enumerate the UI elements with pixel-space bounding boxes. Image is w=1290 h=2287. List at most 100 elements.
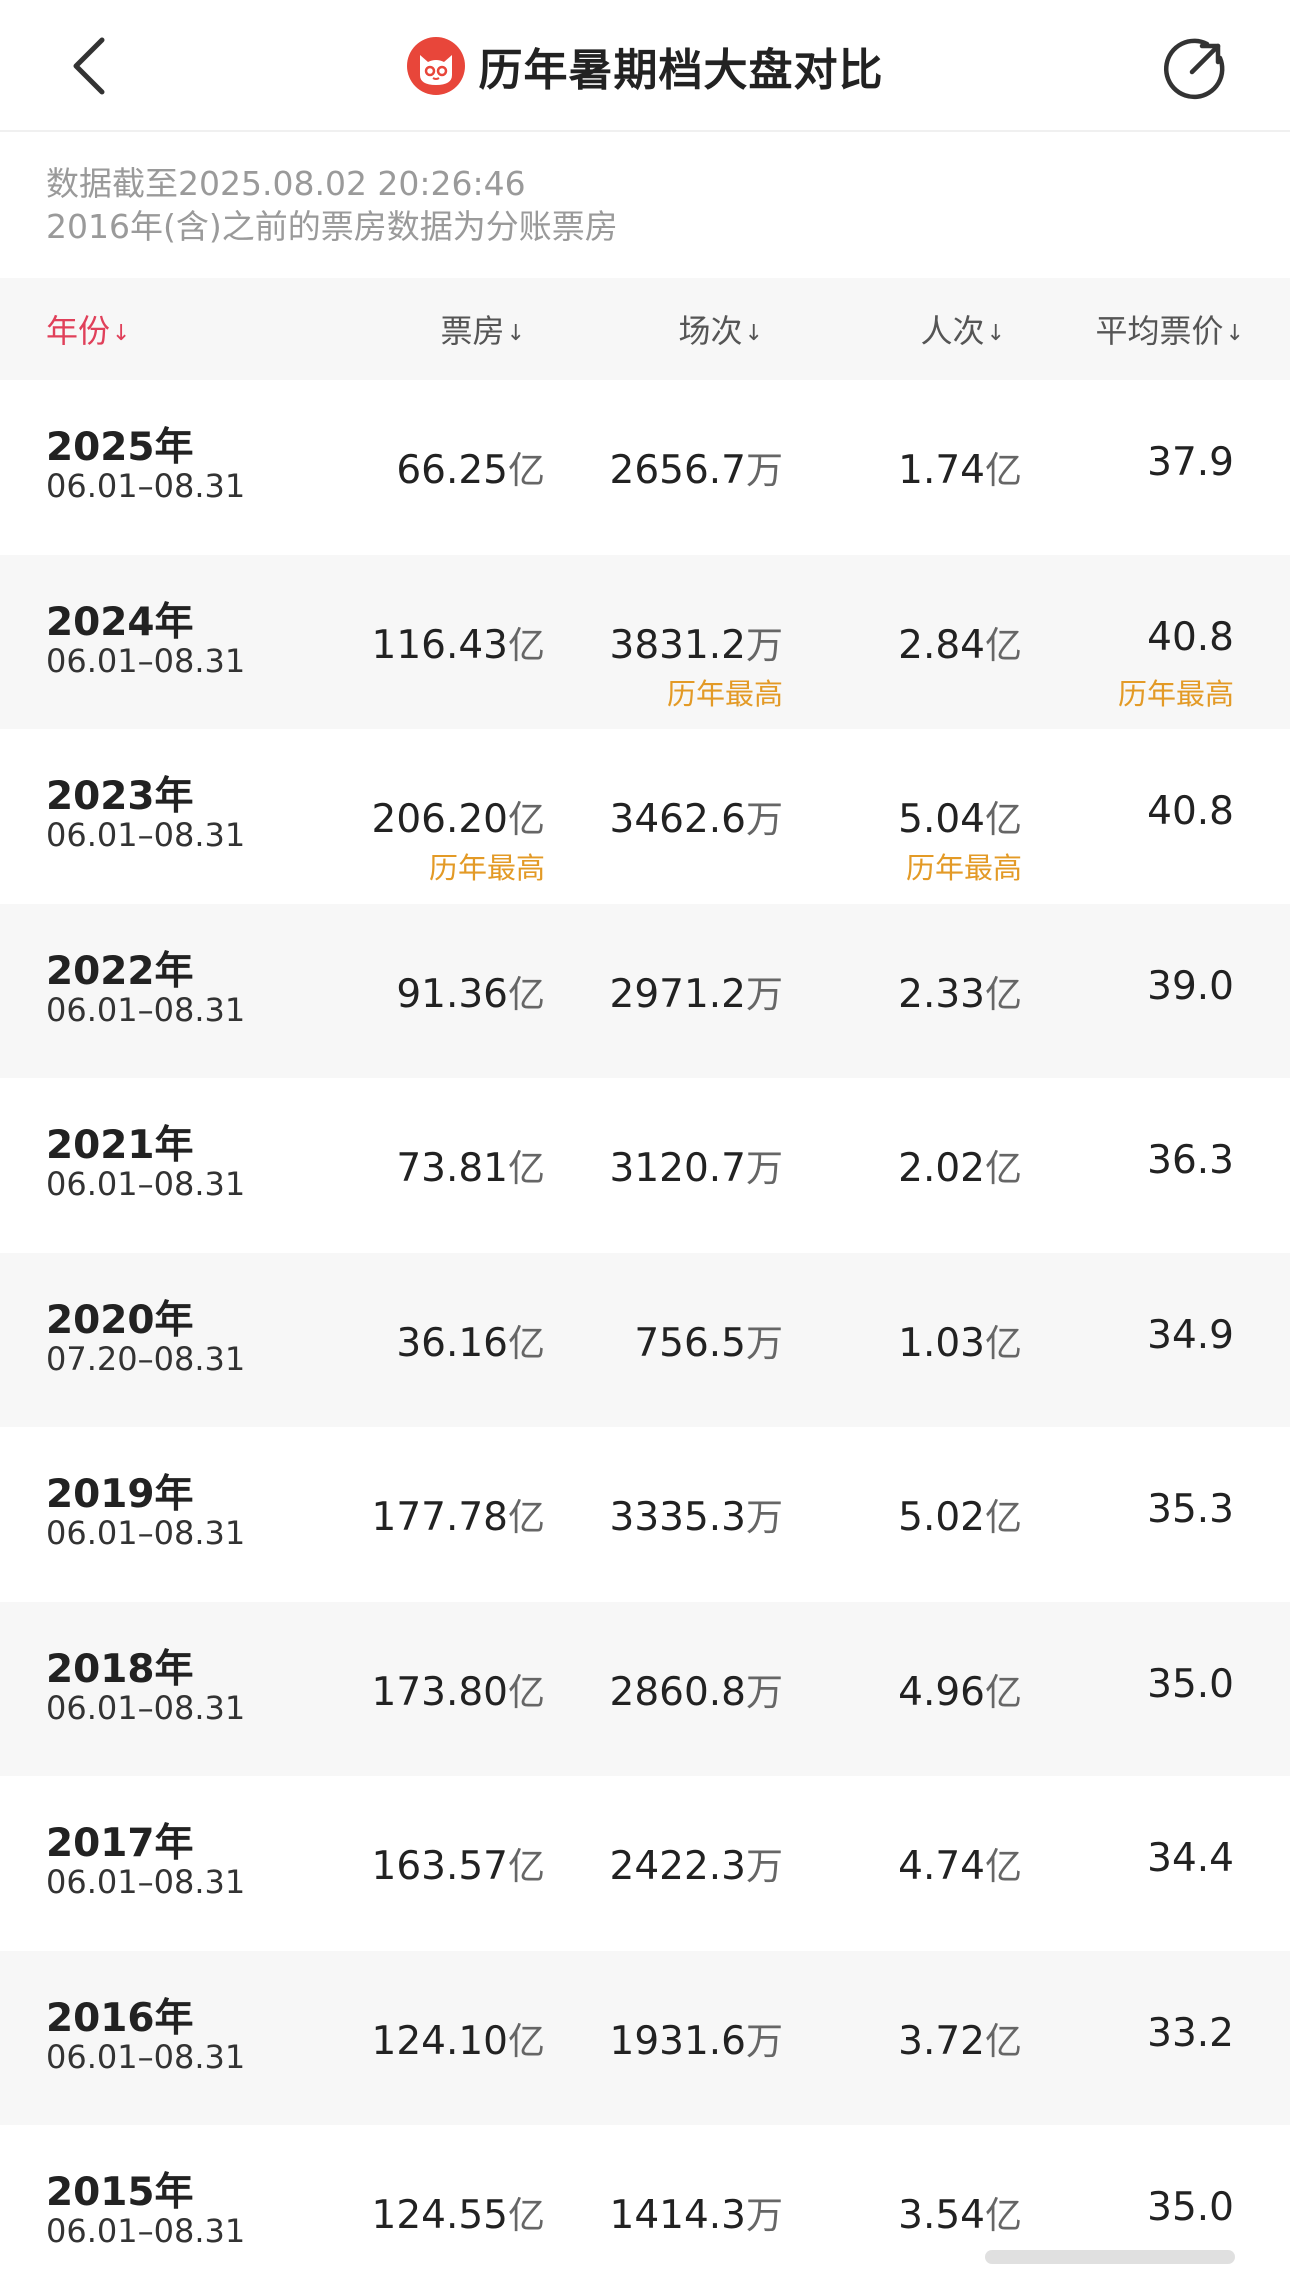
cell-box-office-value: 173.80亿 xyxy=(372,1662,545,1716)
admissions-unit: 亿 xyxy=(985,1670,1022,1714)
box-office-unit: 亿 xyxy=(508,1670,545,1714)
cell-shows-value: 2422.3万 xyxy=(610,1836,783,1890)
box-office-number: 177.78 xyxy=(371,1495,508,1540)
cell-shows-value: 3462.6万 xyxy=(610,789,783,843)
cell-avg-price: 33.2 xyxy=(1034,1951,1234,2126)
sort-by-avg-price[interactable]: 平均票价↓ xyxy=(1096,306,1244,352)
column-label-shows: 场次 xyxy=(678,312,743,350)
table-row[interactable]: 2022年 06.01–08.31 91.36亿 2971.2万 2.33亿 39.0 xyxy=(0,903,1290,1079)
box-office-number: 124.55 xyxy=(371,2193,508,2238)
cell-admissions: 2.84亿 xyxy=(762,555,1022,730)
cell-avg-price: 35.3 xyxy=(1034,1427,1234,1602)
data-notes: 数据截至2025.08.02 20:26:46 2016年(含)之前的票房数据为… xyxy=(0,132,1290,278)
table-row[interactable]: 2023年 06.01–08.31 206.20亿 历年最高 3462.6万 5.04亿历… xyxy=(0,729,1290,904)
cell-avg-price: 34.9 xyxy=(1034,1253,1234,1428)
admissions-unit: 亿 xyxy=(985,2019,1022,2063)
cell-admissions-value: 1.74亿 xyxy=(898,440,1022,494)
admissions-number: 3.54 xyxy=(898,2193,985,2238)
row-date-range: 06.01–08.31 xyxy=(46,467,246,505)
box-office-number: 73.81 xyxy=(396,1146,508,1191)
row-date-range: 06.01–08.31 xyxy=(46,2212,246,2250)
row-year: 2020年 xyxy=(46,1297,194,1343)
table-row[interactable]: 2021年 06.01–08.31 73.81亿 3120.7万 2.02亿 36.3 xyxy=(0,1078,1290,1253)
cell-admissions-value: 2.02亿 xyxy=(898,1138,1022,1192)
box-office-unit: 亿 xyxy=(508,798,545,841)
box-office-unit: 亿 xyxy=(508,1845,545,1888)
back-button[interactable] xyxy=(60,36,120,96)
shows-unit: 万 xyxy=(746,1496,783,1539)
admissions-unit: 亿 xyxy=(985,623,1022,667)
shows-unit: 万 xyxy=(746,798,783,841)
row-year: 2017年 xyxy=(46,1821,194,1866)
table-row[interactable]: 2016年 06.01–08.31 124.10亿 1931.6万 3.72亿 33.2 xyxy=(0,1950,1290,2126)
cell-box-office-value: 124.55亿 xyxy=(372,2185,545,2239)
cell-admissions-value: 1.03亿 xyxy=(898,1313,1022,1367)
box-office-number: 36.16 xyxy=(396,1320,508,1366)
table-row[interactable]: 2015年 06.01–08.31 124.55亿 1414.3万 3.54亿 35.0 xyxy=(0,2125,1290,2287)
cell-box-office: 66.25亿 xyxy=(285,380,545,555)
table-row[interactable]: 2017年 06.01–08.31 163.57亿 2422.3万 4.74亿 34.4 xyxy=(0,1776,1290,1951)
admissions-number: 4.96 xyxy=(898,1669,985,1715)
avg-price-number: 33.2 xyxy=(1147,2010,1234,2056)
cell-admissions-value: 3.72亿 xyxy=(898,2011,1022,2065)
shows-number: 2971.2 xyxy=(609,971,746,1017)
share-button[interactable] xyxy=(1162,36,1228,102)
cell-admissions: 3.54亿 xyxy=(762,2125,1022,2287)
cell-shows: 2971.2万 xyxy=(523,904,783,1079)
row-year: 2025年 xyxy=(46,425,194,470)
cell-box-office: 124.10亿 xyxy=(285,1951,545,2126)
row-date-range: 07.20–08.31 xyxy=(46,1339,246,1378)
box-office-number: 91.36 xyxy=(396,971,508,1017)
cell-shows-value: 2971.2万 xyxy=(610,964,783,1018)
table-header: 年份↓ 票房↓ 场次↓ 人次↓ 平均票价↓ xyxy=(0,278,1290,380)
cell-box-office: 173.80亿 xyxy=(285,1602,545,1777)
avg-price-number: 34.9 xyxy=(1147,1312,1234,1358)
table-row[interactable]: 2018年 06.01–08.31 173.80亿 2860.8万 4.96亿 35.0 xyxy=(0,1601,1290,1777)
shows-number: 3462.6 xyxy=(609,797,746,842)
cell-avg-price: 39.0 xyxy=(1034,904,1234,1079)
shows-number: 3335.3 xyxy=(609,1495,746,1540)
cell-admissions-value: 2.33亿 xyxy=(898,964,1022,1018)
page-title: 历年暑期档大盘对比 xyxy=(478,45,884,96)
cell-box-office: 124.55亿 xyxy=(285,2125,545,2287)
cell-shows-value: 2860.8万 xyxy=(610,1662,783,1716)
row-date-range: 06.01–08.31 xyxy=(46,1863,246,1901)
cell-shows: 1414.3万 xyxy=(523,2125,783,2287)
shows-number: 1414.3 xyxy=(609,2193,746,2238)
avg-price-number: 40.8 xyxy=(1147,789,1234,834)
sort-by-admissions[interactable]: 人次↓ xyxy=(921,306,1005,352)
shows-unit: 万 xyxy=(746,2019,783,2063)
table-row[interactable]: 2025年 06.01–08.31 66.25亿 2656.7万 1.74亿 37.9 xyxy=(0,380,1290,555)
cell-box-office-value: 206.20亿 xyxy=(372,789,545,843)
row-date-range: 06.01–08.31 xyxy=(46,816,246,854)
admissions-number: 1.74 xyxy=(898,448,985,493)
admissions-number: 5.04 xyxy=(898,797,985,842)
sort-by-shows[interactable]: 场次↓ xyxy=(679,306,763,352)
row-date-range: 06.01–08.31 xyxy=(46,1688,246,1727)
cell-admissions-value: 4.74亿 xyxy=(898,1836,1022,1890)
box-office-unit: 亿 xyxy=(508,2194,545,2237)
table-row[interactable]: 2024年 06.01–08.31 116.43亿 3831.2万 历年最高 2.84亿 4… xyxy=(0,554,1290,730)
cell-shows: 3462.6万 xyxy=(523,729,783,904)
sort-arrow-icon: ↓ xyxy=(506,321,525,346)
sort-by-year[interactable]: 年份↓ xyxy=(46,306,130,352)
cell-shows-value: 1931.6万 xyxy=(610,2011,783,2065)
box-office-unit: 亿 xyxy=(508,1147,545,1190)
record-high-badge: 历年最高 xyxy=(1117,676,1234,711)
cell-shows: 2860.8万 xyxy=(523,1602,783,1777)
cell-shows-value: 3335.3万 xyxy=(610,1487,783,1541)
cell-avg-price: 36.3 xyxy=(1034,1078,1234,1253)
avg-price-number: 40.8 xyxy=(1147,614,1234,660)
record-high-badge: 历年最高 xyxy=(666,676,783,711)
cell-avg-price: 40.8 xyxy=(1034,729,1234,904)
cell-avg-price-value: 35.3 xyxy=(1147,1487,1234,1532)
admissions-unit: 亿 xyxy=(985,1147,1022,1190)
cell-avg-price-value: 34.9 xyxy=(1147,1313,1234,1358)
table-row[interactable]: 2020年 07.20–08.31 36.16亿 756.5万 1.03亿 34.9 xyxy=(0,1252,1290,1428)
cell-avg-price: 40.8 历年最高 xyxy=(1034,555,1234,730)
cell-shows: 3335.3万 xyxy=(523,1427,783,1602)
table-row[interactable]: 2019年 06.01–08.31 177.78亿 3335.3万 5.02亿 35.3 xyxy=(0,1427,1290,1602)
home-indicator[interactable] xyxy=(985,2250,1235,2264)
sort-by-box-office[interactable]: 票房↓ xyxy=(441,306,525,352)
cell-admissions-value: 2.84亿 xyxy=(898,615,1022,669)
